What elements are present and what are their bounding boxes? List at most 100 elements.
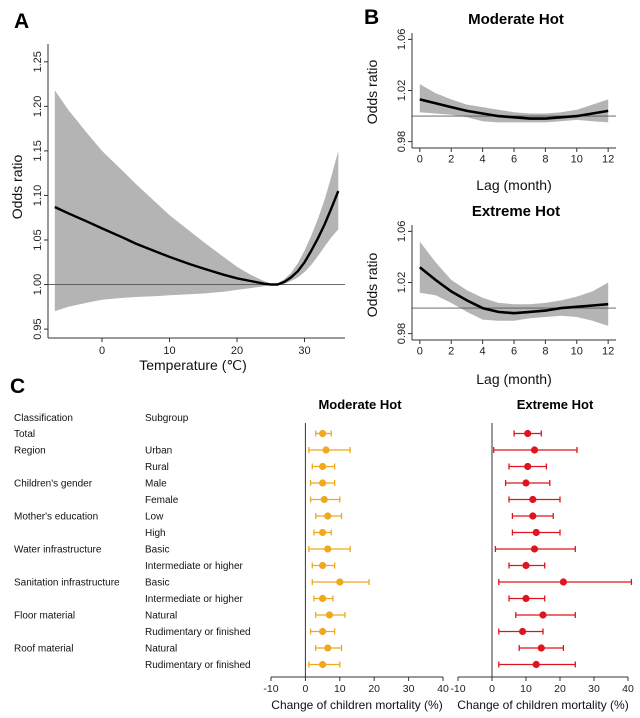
panel-a-x-tick-label: 10 [163,345,175,357]
row-subgroup: Rudimentary or finished [145,627,251,638]
moderate-point-estimate [319,479,327,487]
panel-b-extreme-x-tick-label: 0 [417,346,423,358]
panel-a-confidence-band [54,90,339,312]
moderate-point-estimate [322,446,330,454]
extreme-x-tick-label: 20 [554,683,566,695]
panel-a-y-tick-label: 1.20 [32,96,44,117]
extreme-point-estimate [530,545,539,553]
panel-b-moderate-x-tick-label: 12 [602,154,614,166]
extreme-point-estimate [539,611,547,619]
moderate-x-tick-label: 10 [334,683,346,695]
panel-a-ylabel: Odds ratio [9,154,25,219]
panel-b-moderate-x-tick-label: 6 [511,154,517,166]
panel-c-forest: Classification Subgroup Total Region Urban Ru… [14,397,634,712]
panel-a-y-tick-label: 1.10 [32,185,44,206]
row-classification: Floor material [14,611,75,622]
extreme-point-estimate [522,561,530,570]
panel-b-moderate-x-tick-label: 2 [448,154,454,166]
panel-b-moderate-y-tick-label: 1.02 [396,80,408,101]
panel-a-y-tick-label: 1.00 [32,274,44,295]
row-classification: Sanitation infrastructure [14,578,120,589]
row-subgroup: Rural [145,462,169,473]
row-subgroup: Rudimentary or finished [145,660,251,671]
extreme-point-estimate [537,644,545,652]
panel-b-moderate-x-tick-label: 0 [417,154,423,166]
moderate-point-estimate [324,512,332,520]
extreme-point-estimate [522,594,530,603]
row-subgroup: Intermediate or higher [145,561,244,572]
row-subgroup: Female [145,495,179,506]
moderate-point-estimate [319,528,327,537]
moderate-x-tick-label: 30 [403,683,415,695]
extreme-x-tick-label: 40 [622,683,634,695]
panel-b-extreme-x-tick-label: 2 [448,346,454,358]
extreme-x-tick-label: 30 [588,683,600,695]
row-classification: Roof material [14,644,73,655]
moderate-hot-title: Moderate Hot [468,11,564,28]
panel-b-moderate-estimate-line [419,98,609,120]
panel-b-extreme-y-tick-label: 1.02 [396,272,408,293]
moderate-point-estimate [325,611,334,619]
moderate-point-estimate [319,627,327,636]
extreme-point-estimate [532,528,540,537]
panel-b-extreme-estimate-line [418,266,609,315]
panel-b-label: B [364,6,379,29]
extreme-x-tick-label: 0 [489,683,495,695]
moderate-x-tick-label: 40 [437,683,449,695]
panel-b-moderate-confidence-band [419,84,609,123]
panel-b-extreme-x-tick-label: 12 [602,346,614,358]
panel-b-extreme-confidence-band [419,241,609,326]
extreme-point-estimate [529,495,537,504]
moderate-point-estimate [319,561,327,570]
moderate-x-tick-label: 0 [302,683,308,695]
column-header-classification: Classification [14,413,73,424]
moderate-forest-title: Moderate Hot [318,397,402,412]
row-classification: Total [14,429,35,440]
row-subgroup: Male [145,479,167,490]
row-subgroup: Basic [145,578,169,589]
panel-b-extreme-y-tick-label: 0.98 [396,323,408,344]
row-classification: Water infrastructure [14,545,102,556]
row-classification: Mother's education [14,512,98,523]
moderate-point-estimate [319,594,327,603]
row-classification: Region [14,446,46,457]
row-subgroup: Basic [145,545,169,556]
row-subgroup: Natural [145,644,177,655]
extreme-point-estimate [532,660,540,669]
moderate-point-estimate [319,462,327,471]
panel-a-chart: 0 10 20 30 0.95 1.00 1.05 1.10 1.15 1.20 1.25 [32,44,345,357]
panel-b-moderate-x-tick-label: 4 [480,154,486,166]
panel-a-x-tick-label: 0 [99,345,105,357]
extreme-point-estimate [530,446,539,454]
moderate-x-tick-label: 20 [368,683,380,695]
panel-b-moderate-chart: 0 2 4 6 8 10 12 0.98 1.02 1.06 [396,29,616,166]
moderate-x-axis-label: Change of children mortality (%) [271,698,442,712]
panel-a-estimate-line [54,190,340,286]
extreme-point-estimate [519,627,527,636]
panel-b-moderate-xlabel: Lag (month) [476,177,551,193]
panel-b-extreme-chart: 0 2 4 6 8 10 12 0.98 1.02 1.06 [396,221,616,358]
row-subgroup: High [145,528,166,539]
panel-a-y-tick-label: 1.15 [32,140,44,161]
extreme-point-estimate [522,479,530,487]
row-subgroup: Urban [145,446,172,457]
moderate-point-estimate [324,644,332,652]
panel-b-extreme-x-tick-label: 6 [511,346,517,358]
extreme-x-tick-label: 10 [520,683,532,695]
panel-b-extreme-xlabel: Lag (month) [476,371,551,387]
panel-b-moderate-x-tick-label: 8 [542,154,548,166]
moderate-point-estimate [336,578,344,586]
extreme-point-estimate [559,578,568,586]
panel-a-x-tick-label: 20 [231,345,243,357]
moderate-point-estimate [320,495,328,504]
panel-a-y-tick-label: 1.25 [32,51,44,72]
panel-a-y-tick-label: 1.05 [32,229,44,250]
row-subgroup: Intermediate or higher [145,594,244,605]
extreme-x-tick-label: -10 [450,683,465,695]
panel-b-extreme-ylabel: Odds ratio [364,252,380,317]
panel-b-moderate-ylabel: Odds ratio [364,59,380,124]
panel-b-moderate-y-tick-label: 1.06 [396,29,408,50]
panel-b-extreme-x-tick-label: 4 [480,346,486,358]
panel-b-extreme-y-tick-label: 1.06 [396,221,408,242]
